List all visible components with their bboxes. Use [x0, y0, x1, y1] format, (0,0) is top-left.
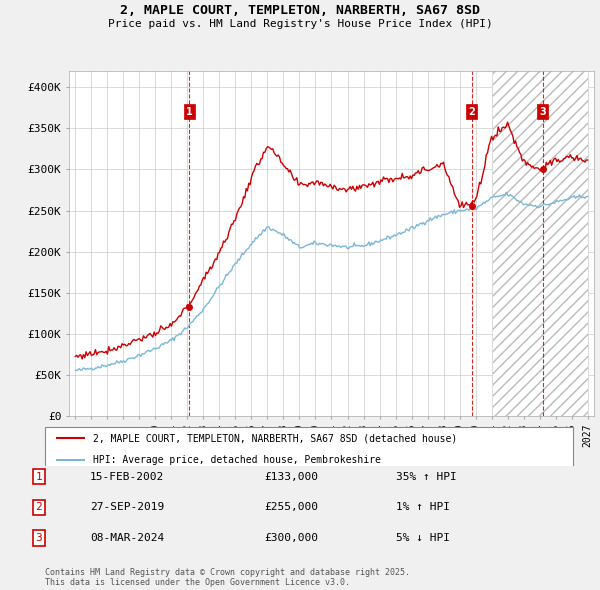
Text: 2, MAPLE COURT, TEMPLETON, NARBERTH, SA67 8SD: 2, MAPLE COURT, TEMPLETON, NARBERTH, SA6…	[120, 4, 480, 17]
Text: £255,000: £255,000	[264, 503, 318, 512]
Text: 27-SEP-2019: 27-SEP-2019	[90, 503, 164, 512]
Text: 08-MAR-2024: 08-MAR-2024	[90, 533, 164, 543]
Text: 1: 1	[35, 472, 43, 481]
Text: 1% ↑ HPI: 1% ↑ HPI	[396, 503, 450, 512]
Text: 2: 2	[35, 503, 43, 512]
Text: 5% ↓ HPI: 5% ↓ HPI	[396, 533, 450, 543]
Text: 1: 1	[186, 107, 193, 117]
Text: HPI: Average price, detached house, Pembrokeshire: HPI: Average price, detached house, Pemb…	[92, 455, 380, 465]
Text: Contains HM Land Registry data © Crown copyright and database right 2025.
This d: Contains HM Land Registry data © Crown c…	[45, 568, 410, 587]
Text: 3: 3	[539, 107, 546, 117]
Text: 2: 2	[468, 107, 475, 117]
FancyBboxPatch shape	[45, 427, 573, 469]
Text: £133,000: £133,000	[264, 472, 318, 481]
Text: 35% ↑ HPI: 35% ↑ HPI	[396, 472, 457, 481]
Text: 3: 3	[35, 533, 43, 543]
Text: 2, MAPLE COURT, TEMPLETON, NARBERTH, SA67 8SD (detached house): 2, MAPLE COURT, TEMPLETON, NARBERTH, SA6…	[92, 434, 457, 444]
Text: Price paid vs. HM Land Registry's House Price Index (HPI): Price paid vs. HM Land Registry's House …	[107, 19, 493, 29]
Text: £300,000: £300,000	[264, 533, 318, 543]
Text: 15-FEB-2002: 15-FEB-2002	[90, 472, 164, 481]
